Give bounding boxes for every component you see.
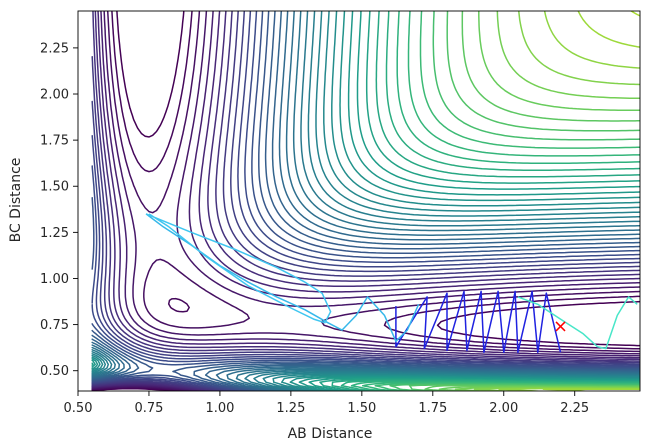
contour-level-41 — [629, 11, 640, 17]
plot-frame — [77, 10, 641, 392]
y-tick-label: 0.75 — [40, 318, 69, 333]
contour-level-4 — [91, 11, 640, 391]
x-tick-label: 1.25 — [276, 401, 305, 416]
trajectory-3 — [145, 213, 332, 324]
contour-level-21 — [91, 11, 640, 391]
x-tick-label: 0.75 — [134, 401, 163, 416]
y-tick-label: 2.00 — [40, 88, 69, 103]
marker-layer — [555, 321, 566, 332]
contour-level-40 — [542, 11, 640, 391]
y-axis-label: BC Distance — [8, 158, 24, 243]
y-tick-label: 0.50 — [40, 364, 69, 379]
contour-level-16 — [91, 11, 640, 391]
contour-level-11 — [91, 11, 640, 391]
contour-level-19 — [91, 11, 640, 391]
contour-lines — [91, 11, 640, 391]
contour-level-9 — [91, 11, 640, 391]
x-tick-label: 1.50 — [347, 401, 376, 416]
contour-level-17 — [91, 11, 640, 391]
y-tick-label: 1.25 — [40, 226, 69, 241]
x-axis-ticks: 0.50 0.75 1.00 1.25 1.50 1.75 2.00 2.25 — [64, 391, 589, 416]
y-axis-ticks: 0.50 0.75 1.00 1.25 1.50 1.75 2.00 2.25 — [40, 41, 78, 379]
y-tick-label: 1.75 — [40, 134, 69, 149]
contour-level-10 — [91, 11, 640, 391]
contour-level-18 — [91, 11, 640, 391]
contour-level-23 — [91, 11, 640, 391]
x-axis-label: AB Distance — [288, 426, 373, 442]
trajectory-2 — [517, 296, 638, 350]
contour-level-12 — [91, 11, 640, 391]
y-tick-label: 2.25 — [40, 41, 69, 56]
contour-level-15 — [91, 11, 640, 391]
trajectory-paths — [145, 213, 638, 354]
x-tick-label: 1.75 — [418, 401, 447, 416]
contour-level-22 — [91, 11, 640, 391]
transition-marker — [555, 321, 566, 332]
x-tick-label: 2.25 — [560, 401, 589, 416]
y-tick-label: 1.50 — [40, 180, 69, 195]
trajectory-0 — [395, 290, 562, 354]
contour-level-7 — [91, 11, 640, 391]
y-tick-label: 1.00 — [40, 272, 69, 287]
contour-level-13 — [91, 11, 640, 391]
contour-level-20 — [91, 11, 640, 391]
x-tick-label: 1.00 — [205, 401, 234, 416]
x-tick-label: 0.50 — [64, 401, 93, 416]
x-tick-label: 2.00 — [489, 401, 518, 416]
